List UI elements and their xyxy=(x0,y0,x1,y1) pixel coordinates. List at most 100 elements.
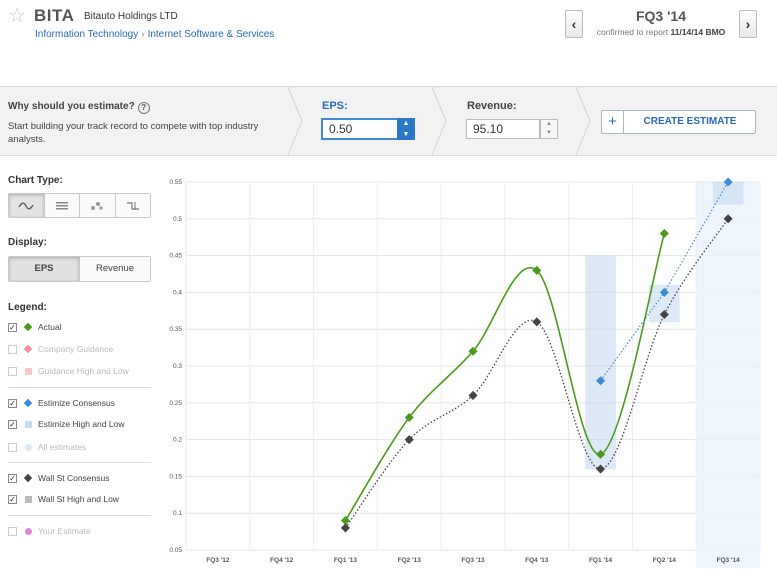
x-tick-label: FQ3 '12 xyxy=(206,557,230,564)
circle-marker-icon xyxy=(24,443,32,451)
checkbox-checked-icon[interactable]: ✓ xyxy=(8,494,17,504)
eps-decrement-icon[interactable]: ▼ xyxy=(402,131,410,138)
y-tick-label: 0.2 xyxy=(173,437,182,444)
revenue-stepper[interactable]: ▲ ▼ xyxy=(540,119,558,139)
display-eps-button[interactable]: EPS xyxy=(9,257,80,281)
scatter-icon xyxy=(91,201,103,210)
data-point xyxy=(340,523,350,533)
legend-item[interactable]: ✓ Wall St Consensus xyxy=(8,472,110,484)
checkbox-unchecked-icon[interactable] xyxy=(8,442,17,452)
square-marker-icon xyxy=(24,367,32,375)
eps-stepper[interactable]: ▲ ▼ xyxy=(397,118,415,140)
revenue-increment-icon[interactable]: ▲ xyxy=(546,121,552,127)
sector-link[interactable]: Information Technology xyxy=(35,29,139,40)
legend-item[interactable]: Company Guidance xyxy=(8,343,113,355)
y-axis: 0.05 0.1 0.15 0.2 0.25 0.3 0.35 0.4 0.45 0.5 0.55 xyxy=(169,179,182,554)
step-chart-button[interactable] xyxy=(116,194,151,217)
x-tick-label: FQ3 '14 xyxy=(716,557,740,564)
eps-chart: 0.050.10.150.20.250.30.350.40.450.50.55 … xyxy=(169,177,761,568)
checkbox-checked-icon[interactable]: ✓ xyxy=(8,398,17,408)
display-revenue-button[interactable]: Revenue xyxy=(80,257,150,281)
checkbox-unchecked-icon[interactable] xyxy=(8,526,17,536)
legend-label: All estimates xyxy=(38,442,87,452)
scatter-chart-button[interactable] xyxy=(80,194,116,217)
data-point xyxy=(659,309,669,320)
checkbox-unchecked-icon[interactable] xyxy=(8,366,17,376)
eps-increment-icon[interactable]: ▲ xyxy=(402,120,410,127)
x-tick-label: FQ4 '12 xyxy=(270,557,294,564)
legend-label: Estimize Consensus xyxy=(38,398,116,408)
current-quarter-band xyxy=(696,182,760,568)
why-estimate-subtitle: Start building your track record to comp… xyxy=(8,121,259,145)
y-tick-label: 0.3 xyxy=(173,363,182,370)
legend-item[interactable]: Your Estimate xyxy=(8,525,91,537)
legend-item[interactable]: All estimates xyxy=(8,441,86,453)
display-title: Display: xyxy=(8,237,47,248)
x-axis: FQ3 '12 FQ4 '12 FQ1 '13 FQ2 '13 FQ3 '13 FQ4 '… xyxy=(206,557,740,564)
legend-label: Company Guidance xyxy=(38,344,114,354)
legend-label: Guidance High and Low xyxy=(38,366,129,376)
display-toggle: EPS Revenue xyxy=(8,256,151,282)
previous-quarter-button[interactable]: ‹ xyxy=(565,10,583,38)
square-marker-icon xyxy=(24,495,32,503)
checkbox-checked-icon[interactable]: ✓ xyxy=(8,473,17,483)
legend-label: Wall St High and Low xyxy=(38,494,119,504)
legend-item[interactable]: ✓ Actual xyxy=(8,321,62,333)
table-icon xyxy=(55,202,68,210)
company-name: Bitauto Holdings LTD xyxy=(84,11,178,22)
diamond-marker-icon xyxy=(23,322,33,332)
chevron-divider xyxy=(288,87,303,155)
chart-type-title: Chart Type: xyxy=(8,175,63,186)
legend-divider xyxy=(8,387,151,388)
highlight-band xyxy=(696,182,760,568)
diamond-marker-icon xyxy=(23,344,33,354)
checkbox-unchecked-icon[interactable] xyxy=(8,344,17,354)
circle-marker-icon xyxy=(24,527,32,535)
checkbox-checked-icon[interactable]: ✓ xyxy=(8,419,17,429)
y-tick-label: 0.4 xyxy=(173,289,182,296)
line-chart-button[interactable] xyxy=(9,194,45,217)
step-icon xyxy=(126,201,139,210)
data-point xyxy=(659,287,669,297)
report-date: 11/14/14 xyxy=(670,27,704,37)
breadcrumb: Information Technology › Internet Software… xyxy=(35,29,274,40)
industry-link[interactable]: Internet Software & Services xyxy=(147,29,275,40)
series-line xyxy=(344,233,666,521)
legend-item[interactable]: ✓ Estimize High and Low xyxy=(8,418,124,430)
why-estimate-text: Why should you estimate? xyxy=(8,101,135,112)
x-tick-label: FQ2 '13 xyxy=(398,557,422,564)
legend-item[interactable]: ✓ Estimize Consensus xyxy=(8,397,115,409)
chevron-divider xyxy=(432,87,447,155)
star-icon[interactable]: ☆ xyxy=(8,5,26,27)
revenue-decrement-icon[interactable]: ▼ xyxy=(546,130,552,136)
why-estimate-title: Why should you estimate?? xyxy=(8,101,150,114)
y-tick-label: 0.45 xyxy=(169,253,182,260)
diamond-marker-icon xyxy=(23,473,33,483)
create-estimate-button[interactable]: + CREATE ESTIMATE xyxy=(601,110,756,134)
y-tick-label: 0.5 xyxy=(173,216,182,223)
confirm-prefix: confirmed to report xyxy=(596,27,669,37)
x-tick-label: FQ2 '14 xyxy=(653,557,677,564)
square-marker-icon xyxy=(24,420,32,428)
data-point xyxy=(659,228,669,239)
revenue-label: Revenue: xyxy=(467,100,517,112)
legend-title: Legend: xyxy=(8,302,47,313)
next-quarter-button[interactable]: › xyxy=(739,10,757,38)
revenue-input[interactable] xyxy=(466,119,540,139)
x-tick-label: FQ1 '13 xyxy=(334,557,358,564)
diamond-marker-icon xyxy=(23,398,33,408)
data-point xyxy=(468,390,478,400)
table-chart-button[interactable] xyxy=(45,194,80,217)
estimize-range-box xyxy=(585,255,616,470)
checkbox-checked-icon[interactable]: ✓ xyxy=(8,322,17,332)
eps-input[interactable] xyxy=(321,118,399,140)
legend-item[interactable]: ✓ Wall St High and Low xyxy=(8,493,119,505)
report-time: BMO xyxy=(705,27,726,37)
series-line xyxy=(344,218,729,529)
chart-type-selector xyxy=(8,193,151,218)
legend-item[interactable]: Guidance High and Low xyxy=(8,365,129,377)
legend-label: Estimize High and Low xyxy=(38,419,125,429)
x-tick-label: FQ1 '14 xyxy=(589,557,613,564)
eps-label: EPS: xyxy=(322,100,348,112)
help-icon[interactable]: ? xyxy=(137,102,150,114)
